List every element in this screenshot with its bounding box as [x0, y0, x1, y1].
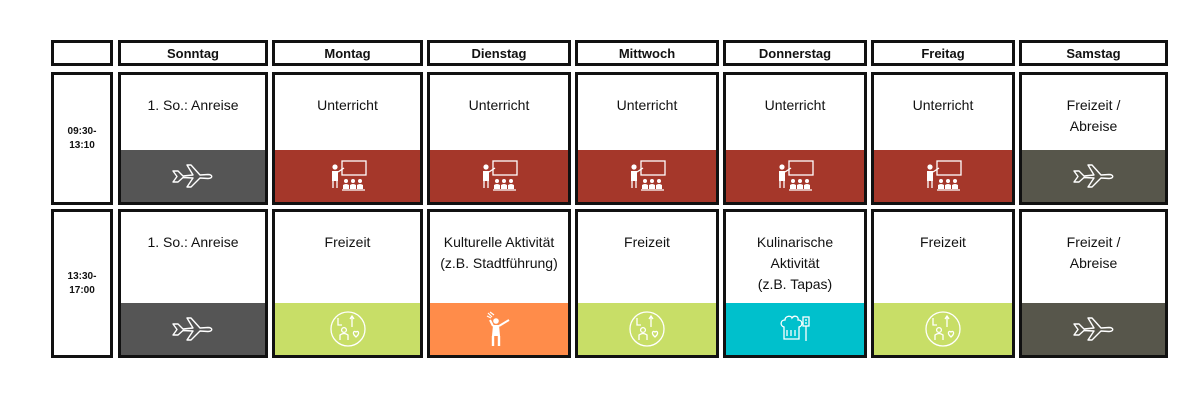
- activity-color-band: [874, 150, 1012, 202]
- activity-label: Unterricht: [874, 75, 1012, 116]
- activity-color-band: [1022, 303, 1165, 355]
- activity-label: Freizeit / Abreise: [1022, 75, 1165, 137]
- activity-label: Unterricht: [275, 75, 420, 116]
- activity-color-band: [121, 303, 265, 355]
- schedule-cell: Unterricht: [575, 72, 719, 205]
- time-slot-cell: 13:30- 17:00: [51, 209, 113, 358]
- airplane-icon: [170, 315, 216, 343]
- activity-text: Unterricht: [764, 97, 826, 113]
- activity-label: Unterricht: [578, 75, 716, 116]
- classroom-icon: [774, 159, 816, 193]
- header-corner-cell: [51, 40, 113, 66]
- schedule-cell: Freizeit / Abreise: [1019, 72, 1168, 205]
- classroom-icon: [327, 159, 369, 193]
- time-slot-label: 13:10: [69, 139, 95, 151]
- activity-label: Freizeit: [578, 212, 716, 253]
- activity-text: Kulinarische: [756, 234, 834, 250]
- activity-text: Unterricht: [616, 97, 678, 113]
- activity-color-band: [726, 303, 864, 355]
- schedule-cell: Freizeit: [272, 209, 423, 358]
- schedule-cell: Freizeit / Abreise: [1019, 209, 1168, 358]
- schedule-cell: Unterricht: [427, 72, 571, 205]
- day-header: Montag: [272, 40, 423, 66]
- airplane-icon: [1071, 315, 1117, 343]
- schedule-cell: Freizeit: [871, 209, 1015, 358]
- time-slot-label: 09:30-: [67, 125, 97, 137]
- activity-text: Freizeit: [624, 234, 670, 250]
- schedule-cell: Freizeit: [575, 209, 719, 358]
- time-slot-label: 13:30-: [67, 270, 97, 282]
- activity-label: 1. So.: Anreise: [121, 75, 265, 116]
- classroom-icon: [478, 159, 520, 193]
- activity-color-band: [1022, 150, 1165, 202]
- activity-text: Kulturelle Aktivität: [443, 234, 555, 250]
- activity-text: Abreise: [1069, 255, 1118, 271]
- activity-label: Kulinarische Aktivität (z.B. Tapas): [726, 212, 864, 295]
- activity-label: Unterricht: [430, 75, 568, 116]
- classroom-icon: [922, 159, 964, 193]
- day-header: Samstag: [1019, 40, 1168, 66]
- activity-label: Freizeit: [275, 212, 420, 253]
- activity-text: Unterricht: [468, 97, 530, 113]
- schedule-cell: Unterricht: [871, 72, 1015, 205]
- activity-color-band: [726, 150, 864, 202]
- day-header: Sonntag: [118, 40, 268, 66]
- schedule-cell: 1. So.: Anreise: [118, 209, 268, 358]
- day-header: Donnerstag: [723, 40, 867, 66]
- classroom-icon: [626, 159, 668, 193]
- schedule-cell: 1. So.: Anreise: [118, 72, 268, 205]
- activity-color-band: [578, 303, 716, 355]
- tour-guide-icon: [483, 309, 515, 349]
- day-header: Mittwoch: [575, 40, 719, 66]
- day-header: Dienstag: [427, 40, 571, 66]
- schedule-cell: Kulinarische Aktivität (z.B. Tapas): [723, 209, 867, 358]
- schedule-cell: Unterricht: [272, 72, 423, 205]
- activity-text: Unterricht: [317, 97, 378, 113]
- activity-text: Freizeit /: [1066, 234, 1121, 250]
- leisure-icon: [328, 309, 368, 349]
- activity-color-band: [874, 303, 1012, 355]
- activity-color-band: [121, 150, 265, 202]
- airplane-icon: [1071, 162, 1117, 190]
- activity-text: 1. So.: Anreise: [147, 234, 239, 250]
- activity-color-band: [275, 303, 420, 355]
- activity-text: Freizeit: [920, 234, 966, 250]
- activity-text: Abreise: [1069, 118, 1118, 134]
- time-slot-cell: 09:30- 13:10: [51, 72, 113, 205]
- activity-label: Kulturelle Aktivität (z.B. Stadtführung): [430, 212, 568, 274]
- activity-text: Freizeit /: [1066, 97, 1121, 113]
- activity-label: Freizeit / Abreise: [1022, 212, 1165, 274]
- airplane-icon: [170, 162, 216, 190]
- activity-text: Freizeit: [324, 234, 371, 250]
- leisure-icon: [627, 309, 667, 349]
- schedule-cell: Unterricht: [723, 72, 867, 205]
- activity-label: 1. So.: Anreise: [121, 212, 265, 253]
- leisure-icon: [923, 309, 963, 349]
- activity-label: Unterricht: [726, 75, 864, 116]
- schedule-cell: Kulturelle Aktivität (z.B. Stadtführung): [427, 209, 571, 358]
- activity-text: 1. So.: Anreise: [147, 97, 239, 113]
- chef-icon: [778, 313, 812, 345]
- activity-text: Unterricht: [912, 97, 974, 113]
- activity-color-band: [275, 150, 420, 202]
- day-header: Freitag: [871, 40, 1015, 66]
- activity-color-band: [430, 150, 568, 202]
- time-slot-label: 17:00: [69, 284, 95, 296]
- activity-color-band: [430, 303, 568, 355]
- activity-label: Freizeit: [874, 212, 1012, 253]
- activity-color-band: [578, 150, 716, 202]
- activity-text: (z.B. Stadtführung): [440, 255, 558, 271]
- activity-text: Aktivität: [770, 255, 820, 271]
- activity-text: (z.B. Tapas): [757, 276, 833, 292]
